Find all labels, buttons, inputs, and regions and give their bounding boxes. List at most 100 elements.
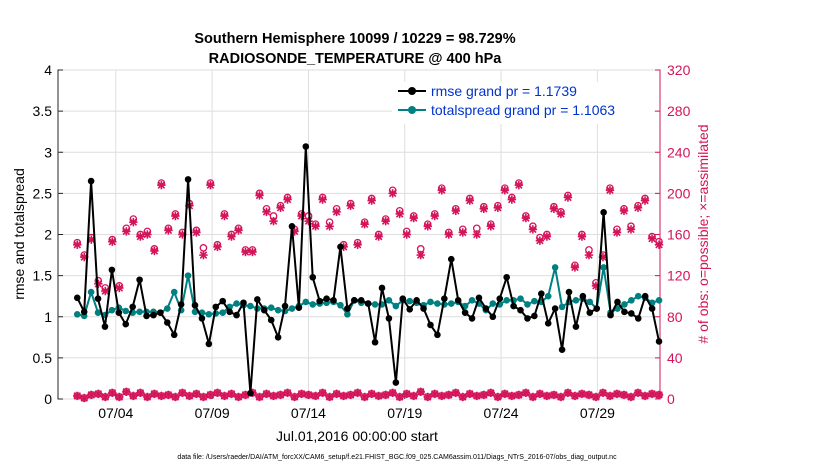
obs-assimilated-high-marker [640,196,650,205]
obs-assimilated-low-marker [605,391,615,401]
obs-assimilated-low-marker [486,388,496,398]
obs-assimilated-high-marker [493,203,503,212]
left-y-tick-label: 3 [44,144,52,160]
obs-assimilated-high-marker [402,230,411,239]
chart-title-line-2: RADIOSONDE_TEMPERATURE @ 400 hPa [209,51,503,67]
rmse-point [309,273,317,281]
obs-assimilated-low-marker [129,391,138,401]
obs-assimilated-high-marker [479,204,489,213]
obs-assimilated-low-marker [283,388,292,398]
x-tick-label: 07/19 [387,405,422,421]
rmse-point [496,295,504,302]
rmse-point [240,299,247,307]
obs-assimilated-high-marker [248,247,257,257]
obs-assimilated-low-marker [255,392,264,402]
rmse-point [385,315,393,322]
obs-assimilated-low-marker [647,389,657,399]
rmse-point [648,305,656,312]
obs-assimilated-high-marker [556,209,566,219]
totalspread-point [558,303,566,311]
rmse-point [254,296,261,303]
totalspread-point [434,300,441,307]
obs-assimilated-high-marker [115,283,124,293]
obs-assimilated-high-marker [507,195,517,204]
obs-assimilated-high-marker [227,232,236,241]
rmse-point [87,177,95,185]
obs-assimilated-high-marker [283,195,292,204]
obs-assimilated-low-marker [395,392,404,402]
right-y-tick-label: 40 [667,350,683,366]
rmse-point [579,292,587,300]
obs-assimilated-high-marker [220,211,229,221]
obs-assimilated-high-marker [374,232,383,241]
totalspread-point [122,307,130,315]
rmse-point [489,313,497,321]
rmse-point [122,320,130,328]
obs-assimilated-high-marker [654,240,664,249]
obs-assimilated-high-marker [528,225,538,234]
rmse-point [399,295,407,302]
obs-assimilated-low-marker [304,390,313,400]
obs-assimilated-low-marker [549,390,559,400]
rmse-point [607,311,614,319]
rmse-point [170,331,178,339]
rmse-point [233,311,240,319]
obs-assimilated-low-marker [199,392,208,402]
totalspread-point [621,301,628,308]
rmse-point [447,255,455,263]
rmse-point [108,266,116,274]
rmse-point [80,308,88,316]
rmse-point [565,288,573,296]
rmse-point [323,295,330,302]
rmse-point [177,301,185,308]
left-y-tick-label: 0.5 [33,350,53,366]
obs-assimilated-high-marker [122,227,131,236]
obs-assimilated-high-marker [605,186,615,195]
obs-assimilated-low-marker [563,388,573,398]
rmse-point [212,303,220,311]
totalspread-point [468,297,476,304]
obs-assimilated-high-marker [171,211,180,221]
obs-assimilated-high-marker [388,189,397,198]
rmse-point [593,305,601,312]
obs-assimilated-low-marker [115,392,124,402]
rmse-point [621,308,628,316]
rmse-point [503,273,510,281]
rmse-point [337,243,344,251]
obs-assimilated-high-marker [437,186,446,195]
obs-assimilated-high-marker [563,193,573,202]
rmse-point [198,315,206,322]
totalspread-point [628,297,635,304]
obs-assimilated-low-marker [192,389,201,399]
obs-assimilated-low-marker [206,390,215,400]
rmse-point [378,284,386,292]
obs-assimilated-low-marker [80,393,89,403]
obs-assimilated-high-marker [255,191,264,200]
totalspread-point [267,304,275,312]
obs-assimilated-high-marker [542,232,552,241]
totalspread-point [219,309,227,316]
obs-assimilated-high-marker [535,236,545,245]
rmse-point [558,346,566,353]
totalspread-point [205,310,213,318]
obs-assimilated-low-marker [528,392,538,402]
obs-assimilated-low-marker [227,389,236,399]
obs-assimilated-low-marker [94,389,103,399]
rmse-point [295,304,303,312]
rmse-point [475,294,483,302]
obs-assimilated-low-marker [388,388,397,398]
obs-assimilated-low-marker [654,390,664,400]
obs-assimilated-low-marker [570,391,580,401]
obs-assimilated-low-marker [276,390,285,400]
obs-assimilated-high-marker [577,232,587,241]
obs-assimilated-high-marker [612,228,622,237]
totalspread-point [309,301,317,308]
obs-assimilated-low-marker [339,391,348,401]
rmse-point [267,316,275,324]
totalspread-point [164,305,171,312]
obs-assimilated-high-marker [311,222,320,231]
totalspread-point [489,300,497,307]
totalspread-point [586,298,594,306]
rmse-point [420,305,427,312]
rmse-point [101,323,109,330]
